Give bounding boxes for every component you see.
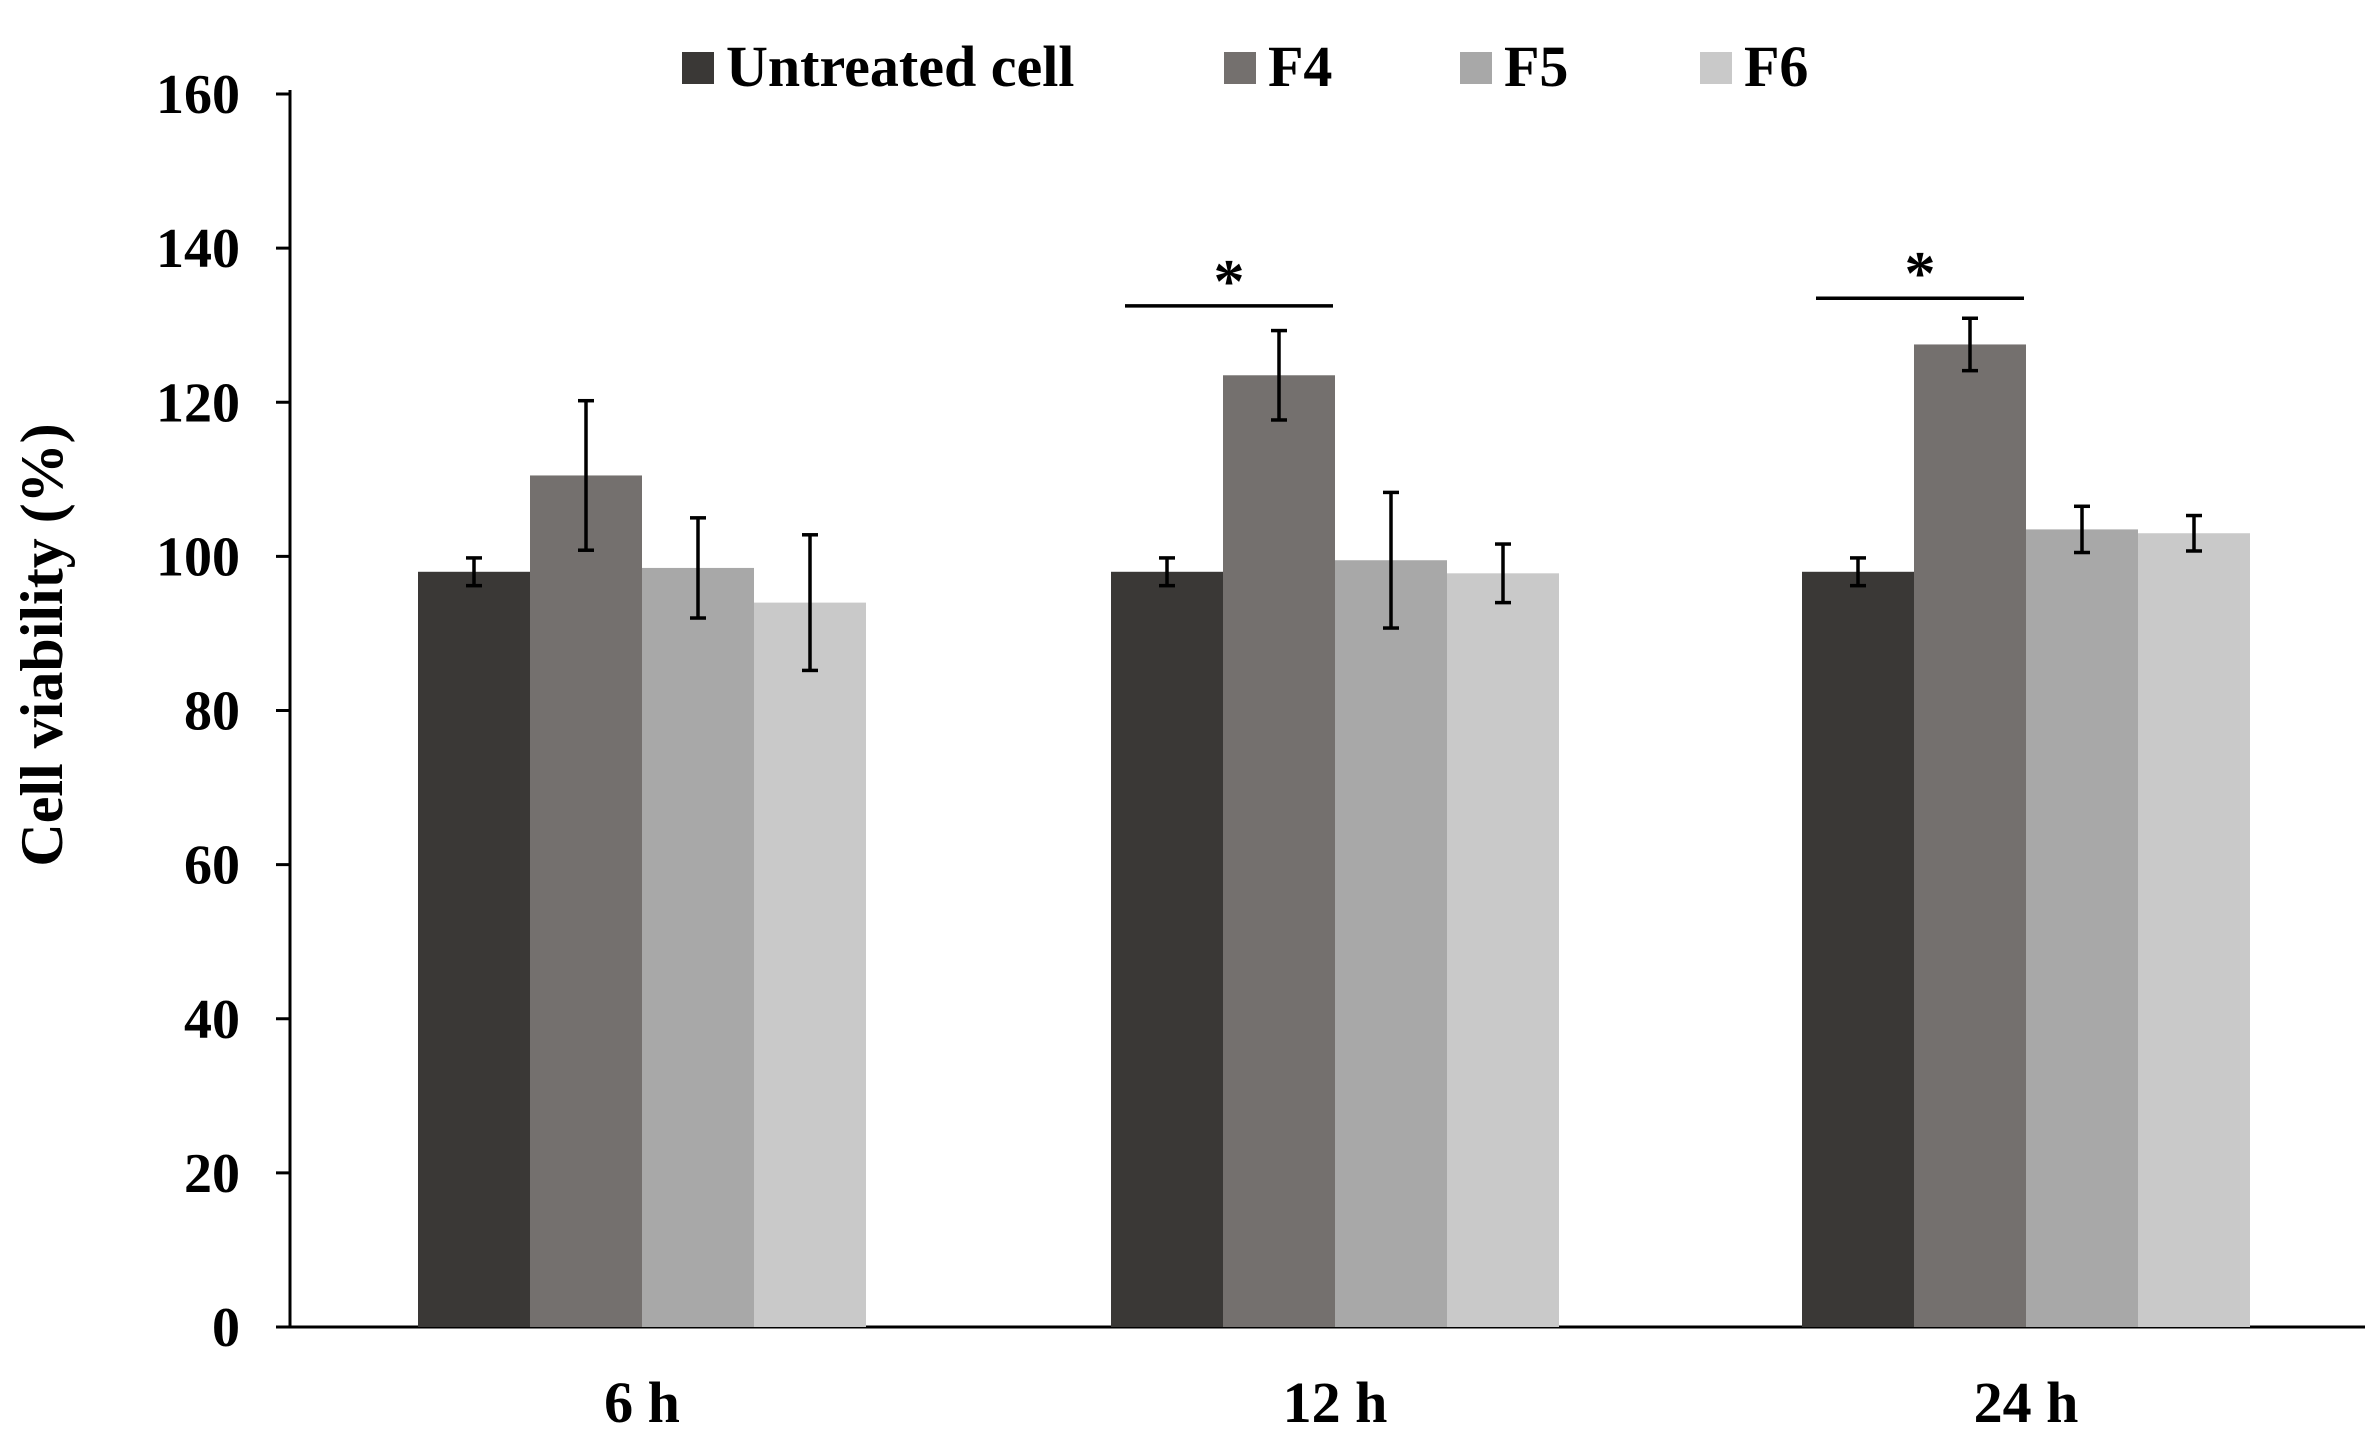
y-tick-label: 40	[184, 989, 240, 1051]
bar-f5-12h	[1335, 560, 1447, 1327]
significance-star: *	[1214, 248, 1245, 316]
x-tick-label: 6 h	[604, 1370, 680, 1434]
bar-untreated-cell-24h	[1802, 571, 1914, 1327]
y-tick-label: 100	[156, 526, 240, 588]
y-tick-label: 120	[156, 372, 240, 434]
x-tick-label: 24 h	[1974, 1370, 2079, 1434]
legend-swatch	[1460, 52, 1492, 84]
legend: Untreated cell F4 F5 F6	[682, 34, 1808, 99]
y-axis-label: Cell viability (%)	[9, 423, 75, 866]
bar-f4-6h	[530, 475, 642, 1328]
legend-label: F5	[1504, 34, 1568, 99]
bar-f6-6h	[754, 602, 866, 1327]
significance-star: *	[1905, 240, 1936, 308]
legend-label: F6	[1744, 34, 1808, 99]
legend-label: F4	[1268, 34, 1332, 99]
y-tick-label: 20	[184, 1143, 240, 1205]
legend-label: Untreated cell	[726, 34, 1074, 99]
y-tick-label: 160	[156, 64, 240, 126]
bar-f4-24h	[1914, 344, 2026, 1327]
bar-f4-12h	[1223, 375, 1335, 1327]
legend-swatch	[1224, 52, 1256, 84]
bar-f6-24h	[2138, 533, 2250, 1327]
y-tick-label: 80	[184, 681, 240, 743]
y-tick-label: 0	[212, 1297, 240, 1359]
y-tick-label: 60	[184, 835, 240, 897]
bar-untreated-cell-6h	[418, 571, 530, 1327]
annotations-group: * *	[1125, 240, 2024, 316]
bars-group	[418, 344, 2250, 1328]
bar-untreated-cell-12h	[1111, 571, 1223, 1327]
bar-f5-24h	[2026, 529, 2138, 1327]
bar-f6-12h	[1447, 573, 1559, 1327]
x-tick-label: 12 h	[1283, 1370, 1388, 1434]
error-bars-group	[466, 316, 2202, 673]
bar-f5-6h	[642, 567, 754, 1327]
y-tick-label: 140	[156, 218, 240, 280]
legend-swatch	[682, 52, 714, 84]
legend-swatch	[1700, 52, 1732, 84]
